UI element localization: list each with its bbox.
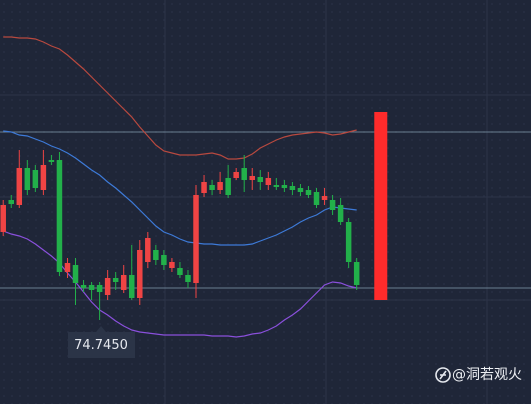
candle-body: [257, 177, 264, 182]
candle-body: [112, 278, 119, 282]
band-line: [3, 130, 357, 246]
candle-body: [169, 262, 175, 268]
candle-body: [72, 265, 79, 283]
candle-body: [297, 188, 304, 192]
low-label: 74.7450: [74, 338, 128, 353]
candle-body: [16, 168, 23, 205]
candle-body: [40, 165, 47, 190]
candle-body: [104, 278, 111, 295]
candle-body: [225, 178, 231, 195]
candle-body: [233, 172, 239, 178]
candle-body: [96, 285, 103, 292]
candle-body: [88, 285, 95, 290]
candle-body: [24, 168, 31, 190]
candle-body: [128, 275, 135, 298]
candle-body: [374, 112, 388, 300]
candle-body: [281, 185, 288, 188]
candle-body: [321, 196, 328, 200]
candle-body: [80, 285, 87, 288]
candle-body: [64, 263, 71, 272]
candle-body: [185, 275, 191, 282]
watermark-text: @洞若观火: [452, 367, 522, 383]
watermark: @洞若观火: [435, 367, 522, 383]
candle-body: [241, 168, 247, 180]
candle-body: [32, 170, 39, 188]
candle-body: [8, 200, 14, 204]
candle-body: [137, 250, 143, 298]
candle-body: [289, 186, 296, 190]
candle-body: [0, 205, 6, 232]
candle-body: [56, 160, 63, 272]
candle-body: [265, 178, 272, 185]
candle-body: [329, 200, 336, 210]
candle-body: [273, 185, 280, 187]
candle-body: [161, 255, 167, 265]
candle-body: [209, 185, 215, 190]
low-callout: 74.7450: [68, 326, 135, 358]
candle-body: [153, 250, 159, 260]
band-line: [3, 36, 357, 160]
candle-body: [345, 222, 352, 262]
candle-body: [313, 192, 320, 205]
candle-body: [305, 190, 312, 195]
candle-body: [353, 262, 360, 285]
candle-body: [120, 275, 127, 290]
candle-body: [249, 176, 255, 180]
candle-body: [201, 182, 207, 193]
plot: [0, 36, 531, 338]
candle-body: [48, 160, 55, 162]
candle-body: [337, 205, 344, 222]
candle-body: [177, 268, 183, 275]
candle-body: [145, 238, 151, 262]
candle-body: [217, 182, 223, 190]
candle-body: [193, 195, 199, 283]
